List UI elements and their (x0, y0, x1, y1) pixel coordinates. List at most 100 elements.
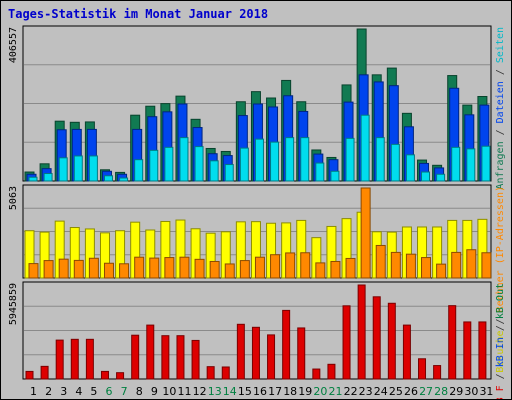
bar-top-seiten-day-12 (194, 146, 204, 182)
day-label-21: 21 (328, 385, 342, 398)
legend-bottom: kB F / kB In / kB Out (495, 283, 506, 399)
day-label-16: 16 (253, 385, 267, 398)
bar-middle-rechneripadressen-day-1 (28, 263, 39, 279)
bar-middle-rechneripadressen-day-12 (194, 258, 205, 279)
bar-top-seiten-day-29 (451, 146, 461, 182)
day-label-31: 31 (479, 385, 493, 398)
bar-middle-rechneripadressen-day-23 (360, 187, 371, 279)
bar-middle-rechneripadressen-day-27 (421, 257, 432, 279)
bar-bottom-kbf-day-2 (40, 365, 49, 380)
day-label-26: 26 (404, 385, 418, 398)
bar-bottom-kbf-day-4 (70, 338, 79, 380)
bar-top-seiten-day-16 (254, 138, 264, 182)
day-label-30: 30 (464, 385, 478, 398)
bar-top-seiten-day-30 (466, 148, 476, 182)
day-label-1: 1 (30, 385, 37, 398)
legend-entry: Dateien (495, 81, 506, 123)
bar-top-seiten-day-3 (58, 157, 68, 182)
day-label-7: 7 (121, 385, 128, 398)
bar-bottom-kbf-day-28 (433, 365, 442, 380)
bar-top-seiten-day-18 (285, 137, 295, 182)
bar-top-seiten-day-27 (421, 171, 431, 182)
bar-middle-rechneripadressen-day-5 (88, 257, 99, 279)
bar-middle-rechneripadressen-day-30 (466, 249, 477, 279)
bar-bottom-kbf-day-15 (236, 323, 245, 380)
bar-bottom-kbf-day-20 (312, 368, 321, 380)
day-label-29: 29 (449, 385, 463, 398)
bar-bottom-kbf-day-8 (131, 334, 140, 380)
bar-bottom-kbf-day-18 (282, 309, 291, 380)
bar-top-seiten-day-14 (224, 164, 234, 182)
day-label-20: 20 (313, 385, 327, 398)
bar-top-seiten-day-21 (330, 170, 340, 182)
bar-top-seiten-day-31 (481, 145, 491, 182)
day-label-4: 4 (75, 385, 82, 398)
bar-middle-rechneripadressen-day-18 (285, 252, 296, 279)
bar-top-seiten-day-1 (28, 176, 38, 182)
legend-entry: Anfragen (495, 141, 506, 189)
legend-entry: kB Out (495, 283, 506, 319)
chart-title: Tages-Statistik im Monat Januar 2018 (8, 7, 269, 21)
day-label-11: 11 (178, 385, 192, 398)
bar-middle-rechneripadressen-day-31 (481, 252, 492, 279)
bar-bottom-kbf-day-16 (251, 326, 260, 380)
day-label-22: 22 (344, 385, 358, 398)
bar-bottom-kbf-day-25 (387, 302, 396, 380)
day-label-2: 2 (45, 385, 52, 398)
bar-middle-rechneripadressen-day-8 (134, 256, 145, 279)
bar-top-seiten-day-4 (73, 155, 83, 182)
bar-top-seiten-day-9 (149, 149, 159, 182)
bar-top-seiten-day-23 (360, 114, 370, 182)
day-label-8: 8 (136, 385, 143, 398)
bar-middle-rechneripadressen-day-6 (103, 262, 114, 279)
bar-middle-rechneripadressen-day-26 (405, 253, 416, 279)
bar-bottom-kbf-day-6 (100, 370, 109, 380)
max-label-bottom: 5945859 (8, 283, 19, 325)
day-label-12: 12 (193, 385, 207, 398)
bar-top-seiten-day-10 (164, 146, 174, 182)
bar-middle-rechneripadressen-day-21 (330, 260, 341, 279)
bar-top-seiten-day-22 (345, 137, 355, 182)
bar-top-seiten-day-11 (179, 137, 189, 182)
legend-entry: Rechner (IP-Adressen) (495, 186, 506, 312)
day-label-24: 24 (374, 385, 388, 398)
bar-middle-rechneripadressen-day-29 (451, 251, 462, 279)
day-label-3: 3 (60, 385, 67, 398)
legend-entry: Besuche (495, 331, 506, 373)
bar-bottom-kbf-day-24 (372, 296, 381, 380)
bar-bottom-kbf-day-1 (25, 370, 34, 380)
day-label-27: 27 (419, 385, 433, 398)
bar-bottom-kbf-day-19 (297, 327, 306, 380)
bar-bottom-kbf-day-22 (342, 305, 351, 380)
bar-bottom-kbf-day-13 (206, 366, 215, 380)
bar-middle-rechneripadressen-day-25 (390, 251, 401, 279)
bar-bottom-kbf-day-11 (176, 335, 185, 380)
bar-middle-rechneripadressen-day-11 (179, 256, 190, 279)
day-label-5: 5 (90, 385, 97, 398)
bar-bottom-kbf-day-21 (327, 363, 336, 380)
bar-top-seiten-day-2 (43, 173, 53, 182)
bar-middle-rechneripadressen-day-14 (224, 263, 235, 279)
day-label-13: 13 (208, 385, 222, 398)
day-label-9: 9 (151, 385, 158, 398)
bar-middle-rechneripadressen-day-4 (73, 259, 84, 279)
bar-top-seiten-day-13 (209, 160, 219, 182)
bar-top-seiten-day-28 (436, 173, 446, 182)
day-label-23: 23 (359, 385, 373, 398)
legend-top: Anfragen / Dateien / Seiten (495, 27, 506, 190)
max-label-middle: 5063 (8, 186, 19, 210)
bar-middle-rechneripadressen-day-9 (149, 257, 160, 279)
day-label-14: 14 (223, 385, 237, 398)
bar-middle-rechneripadressen-day-16 (254, 256, 265, 279)
bar-bottom-kbf-day-17 (267, 334, 276, 380)
legend-middle: Besuche / Rechner (IP-Adressen) (495, 186, 506, 373)
bar-middle-rechneripadressen-day-2 (43, 260, 54, 279)
day-label-17: 17 (268, 385, 282, 398)
bar-top-seiten-day-20 (315, 162, 325, 182)
bar-bottom-kbf-day-10 (161, 335, 170, 380)
bar-bottom-kbf-day-3 (55, 339, 64, 380)
bar-top-seiten-day-17 (270, 141, 280, 182)
day-label-10: 10 (162, 385, 176, 398)
bar-bottom-kbf-day-23 (357, 284, 366, 380)
